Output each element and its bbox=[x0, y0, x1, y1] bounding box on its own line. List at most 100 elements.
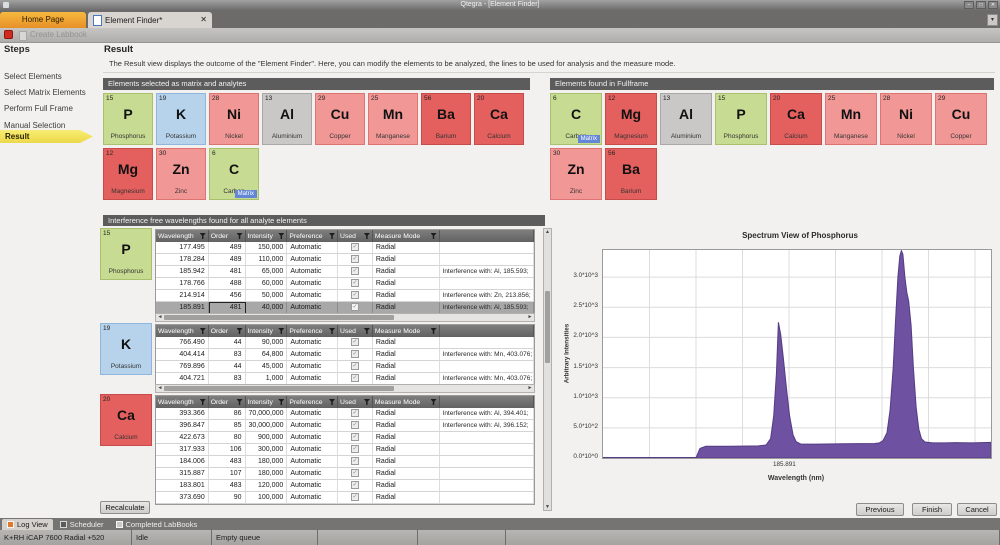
scroll-up-icon[interactable]: ▲ bbox=[545, 229, 550, 235]
used-checkbox[interactable]: ✓ bbox=[350, 374, 359, 382]
scroll-down-icon[interactable]: ▼ bbox=[545, 504, 550, 510]
create-labbook-button[interactable]: Create Labbook bbox=[30, 30, 87, 39]
column-header-order[interactable]: Order bbox=[209, 230, 246, 242]
column-header-wavelength[interactable]: Wavelength bbox=[156, 396, 209, 408]
used-checkbox[interactable]: ✓ bbox=[350, 350, 359, 358]
filter-funnel-icon[interactable] bbox=[363, 399, 370, 405]
element-tile-cu[interactable]: 29 Cu Copper bbox=[935, 93, 987, 145]
element-tile-mg[interactable]: 12 Mg Magnesium bbox=[605, 93, 657, 145]
used-checkbox[interactable]: ✓ bbox=[350, 255, 359, 263]
table-row[interactable]: 422.673 80 900,000 Automatic ✓ Radial bbox=[156, 432, 534, 444]
filter-funnel-icon[interactable] bbox=[430, 399, 437, 405]
column-header-used[interactable]: Used bbox=[338, 230, 373, 242]
element-tile-mg[interactable]: 12 Mg Magnesium bbox=[103, 148, 153, 200]
filter-funnel-icon[interactable] bbox=[278, 233, 285, 239]
step-item-perform-full-frame[interactable]: Perform Full Frame bbox=[4, 104, 73, 113]
cancel-button[interactable]: Cancel bbox=[957, 503, 997, 516]
scroll-right-icon[interactable]: ► bbox=[527, 314, 533, 320]
horizontal-scrollbar[interactable]: ◄ ► bbox=[155, 313, 535, 322]
table-row[interactable]: 214.914 456 50,000 Automatic ✓ Radial Interfer… bbox=[156, 290, 534, 302]
filter-funnel-icon[interactable] bbox=[199, 328, 206, 334]
element-tile-ba[interactable]: 56 Ba Barium bbox=[421, 93, 471, 145]
filter-funnel-icon[interactable] bbox=[278, 399, 285, 405]
used-checkbox[interactable]: ✓ bbox=[350, 481, 359, 489]
element-tile-ca[interactable]: 20 Ca Calcium bbox=[100, 394, 152, 446]
table-row[interactable]: 373.690 90 100,000 Automatic ✓ Radial bbox=[156, 492, 534, 504]
column-header-used[interactable]: Used bbox=[338, 325, 373, 337]
used-checkbox[interactable]: ✓ bbox=[350, 291, 359, 299]
column-header-measure-mode[interactable]: Measure Mode bbox=[373, 396, 440, 408]
used-checkbox[interactable]: ✓ bbox=[350, 243, 359, 251]
element-tile-ca[interactable]: 20 Ca Calcium bbox=[474, 93, 524, 145]
used-checkbox[interactable]: ✓ bbox=[350, 267, 359, 275]
used-checkbox[interactable]: ✓ bbox=[350, 445, 359, 453]
table-row[interactable]: 766.490 44 90,000 Automatic ✓ Radial bbox=[156, 337, 534, 349]
filter-funnel-icon[interactable] bbox=[236, 233, 243, 239]
element-tile-cu[interactable]: 29 Cu Copper bbox=[315, 93, 365, 145]
previous-button[interactable]: Previous bbox=[856, 503, 904, 516]
element-tile-mn[interactable]: 25 Mn Manganese bbox=[825, 93, 877, 145]
dock-tab-log-view[interactable]: Log View bbox=[2, 518, 53, 530]
table-row[interactable]: 769.896 44 45,000 Automatic ✓ Radial bbox=[156, 361, 534, 373]
element-tile-ni[interactable]: 28 Ni Nickel bbox=[209, 93, 259, 145]
column-header-preference[interactable]: Preference bbox=[287, 325, 339, 337]
table-row[interactable]: 317.933 106 300,000 Automatic ✓ Radial bbox=[156, 444, 534, 456]
horizontal-scrollbar[interactable]: ◄ ► bbox=[155, 384, 535, 393]
step-item-manual-selection[interactable]: Manual Selection bbox=[4, 121, 66, 130]
column-header-intensity[interactable]: Intensity bbox=[246, 230, 288, 242]
element-tile-k[interactable]: 19 K Potassium bbox=[156, 93, 206, 145]
tab-overflow-button[interactable]: ▾ bbox=[987, 14, 998, 26]
column-header-wavelength[interactable]: Wavelength bbox=[156, 230, 209, 242]
step-item-select-elements[interactable]: Select Elements bbox=[4, 72, 62, 81]
scroll-left-icon[interactable]: ◄ bbox=[157, 385, 163, 391]
used-checkbox[interactable]: ✓ bbox=[350, 362, 359, 370]
column-header-measure-mode[interactable]: Measure Mode bbox=[373, 325, 440, 337]
table-row[interactable]: 178.766 488 60,000 Automatic ✓ Radial bbox=[156, 278, 534, 290]
element-tile-ca[interactable]: 20 Ca Calcium bbox=[770, 93, 822, 145]
table-row[interactable]: 184.006 483 180,000 Automatic ✓ Radial bbox=[156, 456, 534, 468]
column-header-preference[interactable]: Preference bbox=[287, 230, 339, 242]
used-checkbox[interactable]: ✓ bbox=[350, 457, 359, 465]
scroll-right-icon[interactable]: ► bbox=[527, 385, 533, 391]
filter-funnel-icon[interactable] bbox=[430, 233, 437, 239]
table-row[interactable]: 315.887 107 180,000 Automatic ✓ Radial bbox=[156, 468, 534, 480]
scrollbar-thumb[interactable] bbox=[164, 315, 394, 320]
column-header-order[interactable]: Order bbox=[209, 396, 246, 408]
used-checkbox[interactable]: ✓ bbox=[350, 279, 359, 287]
scrollbar-thumb[interactable] bbox=[545, 291, 550, 363]
element-tile-p[interactable]: 15 P Phosphorus bbox=[100, 228, 152, 280]
element-tile-zn[interactable]: 30 Zn Zinc bbox=[156, 148, 206, 200]
element-tile-k[interactable]: 19 K Potassium bbox=[100, 323, 152, 375]
table-row[interactable]: 183.801 483 120,000 Automatic ✓ Radial bbox=[156, 480, 534, 492]
recalculate-button[interactable]: Recalculate bbox=[100, 501, 150, 514]
element-tile-al[interactable]: 13 Al Aluminium bbox=[660, 93, 712, 145]
vertical-scrollbar[interactable]: ▲ ▼ bbox=[543, 228, 552, 511]
column-header-intensity[interactable]: Intensity bbox=[246, 396, 288, 408]
element-tile-zn[interactable]: 30 Zn Zinc bbox=[550, 148, 602, 200]
tab-element-finder[interactable]: Element Finder* ✕ bbox=[88, 12, 212, 28]
filter-funnel-icon[interactable] bbox=[236, 328, 243, 334]
used-checkbox[interactable]: ✓ bbox=[350, 303, 359, 311]
used-checkbox[interactable]: ✓ bbox=[350, 338, 359, 346]
column-header-used[interactable]: Used bbox=[338, 396, 373, 408]
restore-button[interactable]: □ bbox=[976, 1, 986, 9]
element-tile-p[interactable]: 15 P Phosphorus bbox=[103, 93, 153, 145]
filter-funnel-icon[interactable] bbox=[329, 399, 336, 405]
filter-funnel-icon[interactable] bbox=[199, 399, 206, 405]
column-header-measure-mode[interactable]: Measure Mode bbox=[373, 230, 440, 242]
table-row[interactable]: 404.414 83 64,800 Automatic ✓ Radial Interfere… bbox=[156, 349, 534, 361]
filter-funnel-icon[interactable] bbox=[199, 233, 206, 239]
table-row[interactable]: 396.847 85 30,000,000 Automatic ✓ Radial Inter… bbox=[156, 420, 534, 432]
filter-funnel-icon[interactable] bbox=[363, 233, 370, 239]
used-checkbox[interactable]: ✓ bbox=[350, 433, 359, 441]
used-checkbox[interactable]: ✓ bbox=[350, 493, 359, 501]
filter-funnel-icon[interactable] bbox=[363, 328, 370, 334]
step-item-select-matrix-elements[interactable]: Select Matrix Elements bbox=[4, 88, 86, 97]
filter-funnel-icon[interactable] bbox=[236, 399, 243, 405]
column-header-order[interactable]: Order bbox=[209, 325, 246, 337]
table-row[interactable]: 178.284 489 110,000 Automatic ✓ Radial bbox=[156, 254, 534, 266]
tab-home-page[interactable]: Home Page bbox=[0, 12, 86, 28]
close-button[interactable]: ✕ bbox=[988, 1, 998, 9]
